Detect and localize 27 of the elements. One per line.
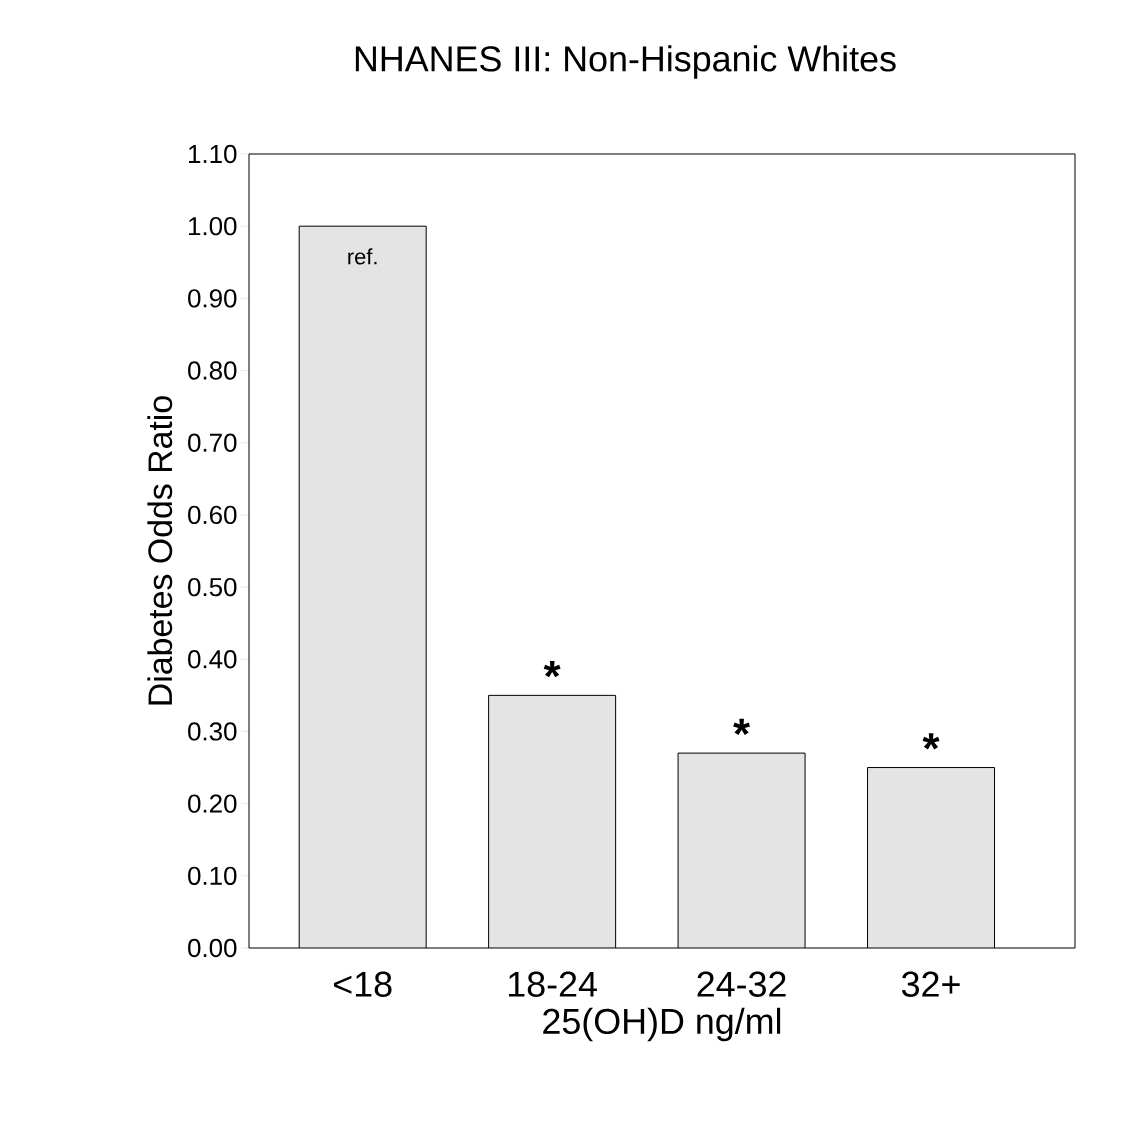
x-tick-label: 24-32 (697, 971, 786, 997)
annotation: * (922, 733, 940, 750)
chart-title: NHANES III: Non-Hispanic Whites (355, 45, 896, 79)
annotation: ref. (348, 248, 377, 265)
x-tick-label: 18-24 (508, 971, 597, 997)
x-tick-label: <18 (334, 971, 392, 997)
y-tick-label: 0.20 (188, 794, 237, 813)
y-tick-label: 0.50 (188, 577, 237, 597)
bar (488, 695, 616, 948)
annotation: * (543, 661, 561, 678)
y-axis-title: Diabetes Odds Ratio (147, 396, 173, 705)
x-tick-label: 32+ (901, 971, 960, 997)
bar (867, 767, 996, 948)
y-tick-label: 1.00 (189, 217, 237, 236)
y-tick-label: 0.40 (188, 650, 237, 669)
annotation: * (733, 718, 751, 736)
bar (299, 226, 427, 948)
y-tick-label: 0.80 (188, 361, 237, 380)
bar (678, 753, 806, 948)
y-tick-label: 0.00 (188, 938, 237, 958)
y-tick-label: 0.90 (188, 289, 237, 308)
y-tick-label: 0.10 (188, 866, 237, 885)
x-axis-title: 25(OH)D ng/ml (543, 1007, 781, 1042)
y-tick-label: 0.60 (188, 505, 237, 525)
y-tick-label: 0.30 (188, 722, 237, 741)
y-tick-label: 0.70 (188, 433, 237, 452)
y-tick-label: 1.10 (189, 144, 237, 164)
